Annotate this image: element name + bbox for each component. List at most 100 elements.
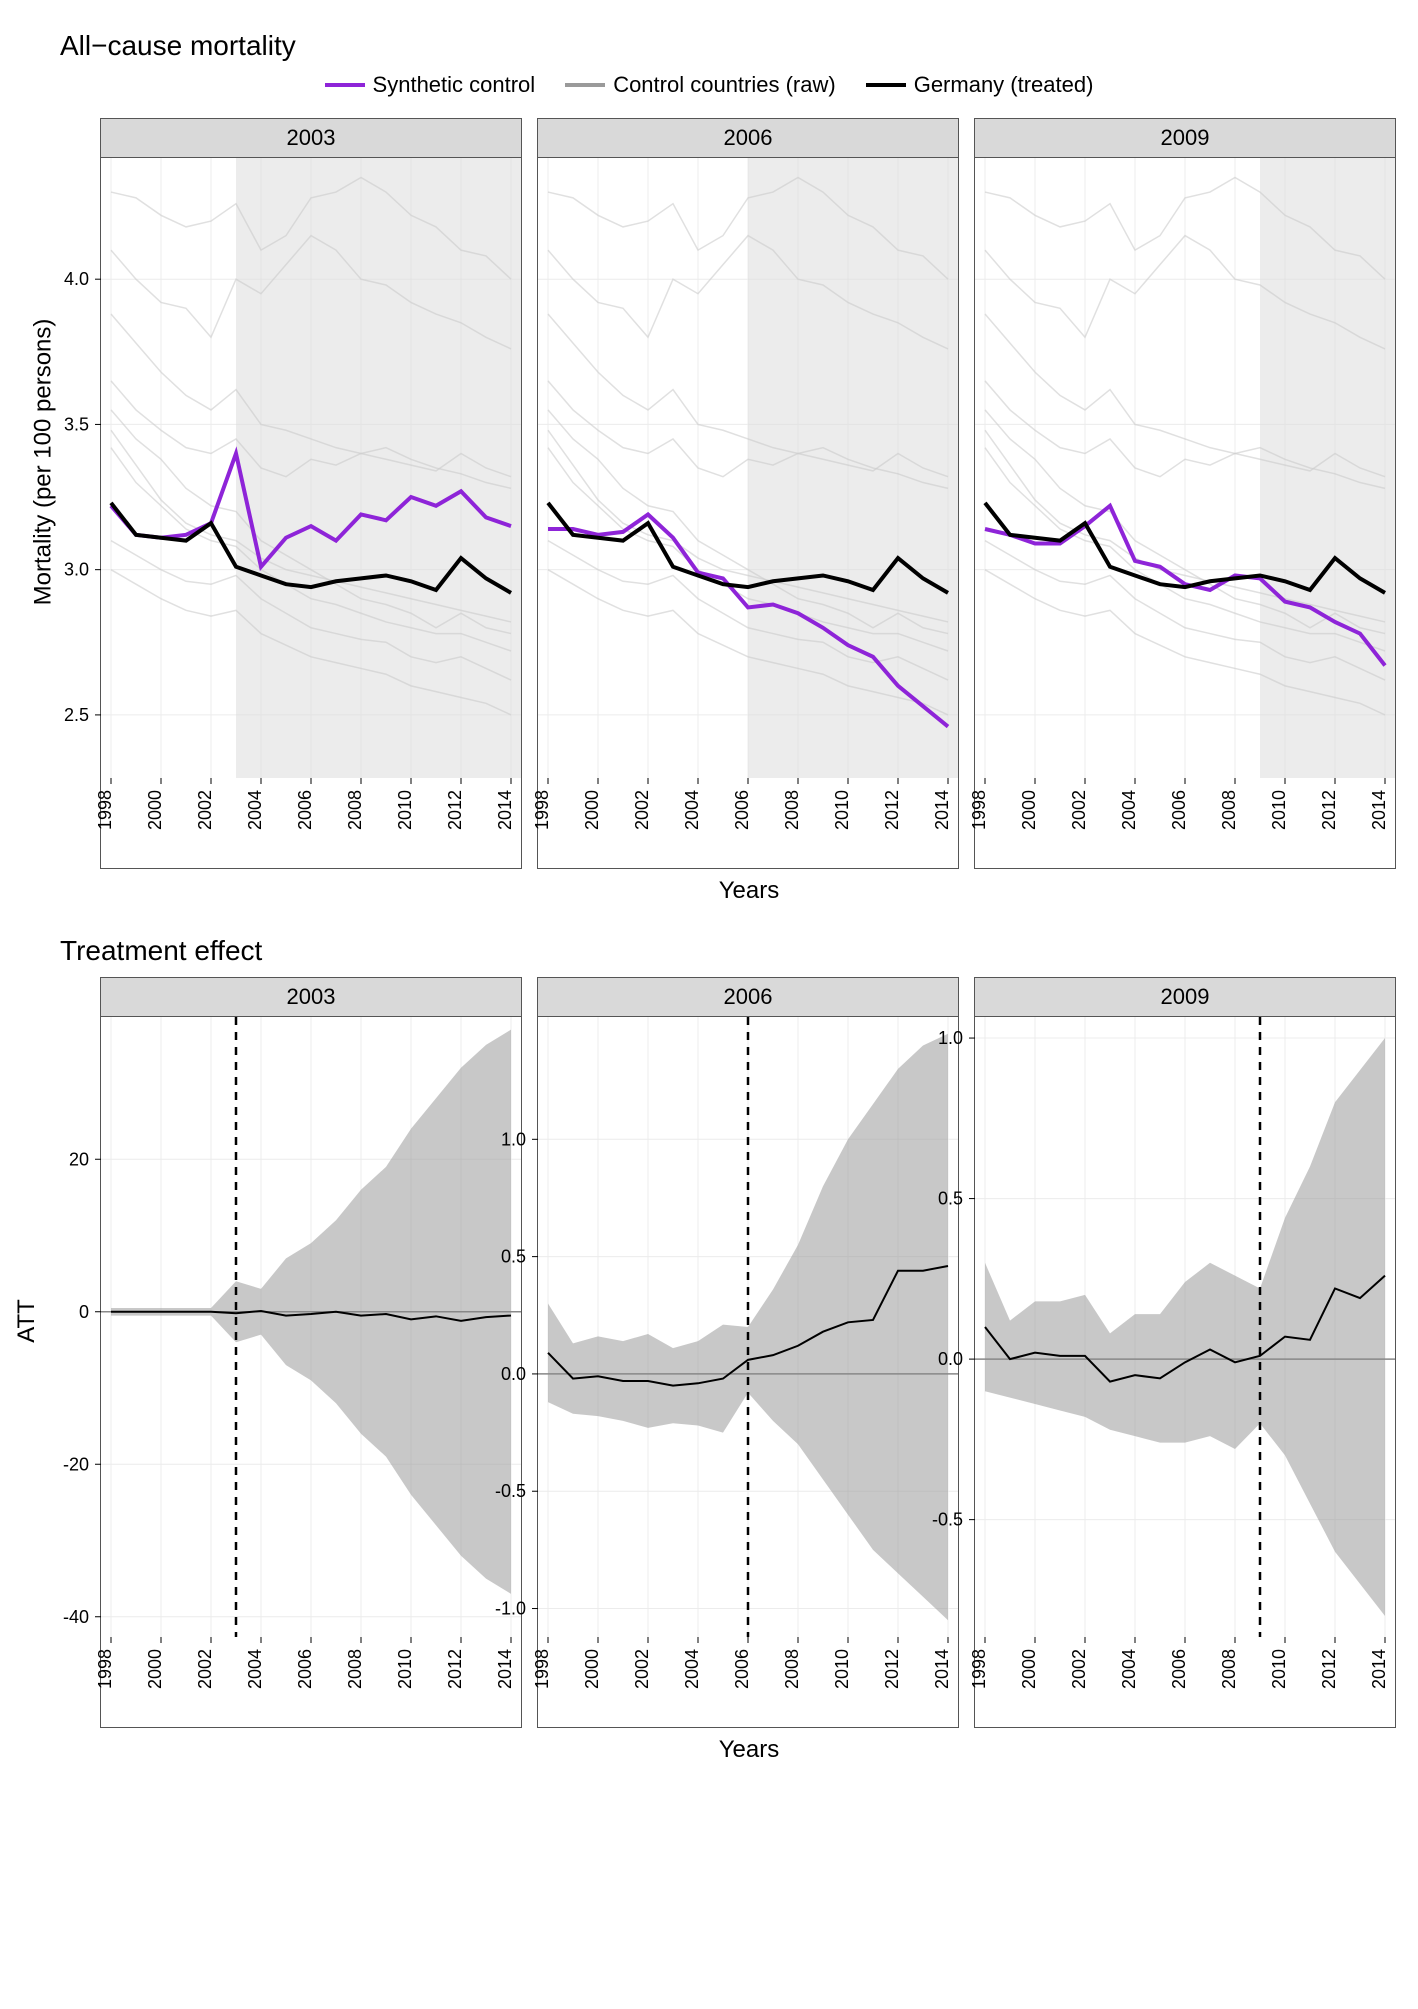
top-panel-svg: 2.53.03.54.01998200020022004200620082010… <box>101 158 521 868</box>
svg-text:2010: 2010 <box>832 1649 852 1689</box>
bottom-panel-svg: -1.0-0.50.00.51.019982000200220042006200… <box>538 1017 958 1727</box>
bottom-title: Treatment effect <box>60 935 1398 967</box>
bottom-panel: 2009-0.50.00.51.019982000200220042006200… <box>974 977 1396 1728</box>
svg-text:2002: 2002 <box>1069 790 1089 830</box>
top-title: All−cause mortality <box>60 30 1398 62</box>
panel-header: 2003 <box>101 978 521 1017</box>
svg-text:2004: 2004 <box>245 1649 265 1689</box>
svg-text:2004: 2004 <box>245 790 265 830</box>
svg-text:2008: 2008 <box>782 790 802 830</box>
panel-header: 2006 <box>538 978 958 1017</box>
svg-text:2010: 2010 <box>1269 1649 1289 1689</box>
svg-text:3.5: 3.5 <box>64 414 89 434</box>
svg-text:1998: 1998 <box>532 1649 552 1689</box>
svg-text:3.0: 3.0 <box>64 560 89 580</box>
svg-text:2010: 2010 <box>832 790 852 830</box>
svg-text:2012: 2012 <box>1319 1649 1339 1689</box>
svg-text:-20: -20 <box>63 1454 89 1474</box>
panel-header: 2006 <box>538 119 958 158</box>
svg-text:2010: 2010 <box>1269 790 1289 830</box>
top-y-label: Mortality (per 100 persons) <box>29 319 57 606</box>
svg-text:-40: -40 <box>63 1607 89 1627</box>
svg-text:2004: 2004 <box>1119 1649 1139 1689</box>
svg-text:4.0: 4.0 <box>64 269 89 289</box>
top-panel-svg: 199820002002200420062008201020122014 <box>538 158 958 868</box>
legend-label: Germany (treated) <box>914 72 1094 98</box>
svg-text:2006: 2006 <box>295 1649 315 1689</box>
svg-text:2008: 2008 <box>345 1649 365 1689</box>
legend-label: Synthetic control <box>373 72 536 98</box>
legend-swatch <box>565 83 605 87</box>
svg-text:-0.5: -0.5 <box>932 1510 963 1530</box>
svg-text:2000: 2000 <box>582 1649 602 1689</box>
svg-text:0.0: 0.0 <box>938 1349 963 1369</box>
svg-text:2006: 2006 <box>732 790 752 830</box>
svg-text:1.0: 1.0 <box>938 1028 963 1048</box>
svg-text:20: 20 <box>69 1149 89 1169</box>
svg-text:1.0: 1.0 <box>501 1129 526 1149</box>
svg-text:2004: 2004 <box>1119 790 1139 830</box>
svg-text:-0.5: -0.5 <box>495 1481 526 1501</box>
svg-text:-1.0: -1.0 <box>495 1599 526 1619</box>
svg-text:1998: 1998 <box>969 790 989 830</box>
svg-text:2014: 2014 <box>495 1649 515 1689</box>
svg-text:1998: 1998 <box>95 790 115 830</box>
svg-text:2004: 2004 <box>682 1649 702 1689</box>
legend-swatch <box>325 83 365 87</box>
top-panels-wrap: Mortality (per 100 persons) 2003 2.5 3.0 3.… <box>20 118 1398 869</box>
svg-text:2012: 2012 <box>882 1649 902 1689</box>
svg-text:2008: 2008 <box>1219 790 1239 830</box>
svg-text:2006: 2006 <box>295 790 315 830</box>
svg-text:0.5: 0.5 <box>938 1189 963 1209</box>
svg-text:2014: 2014 <box>1369 790 1389 830</box>
top-panel-svg: 199820002002200420062008201020122014 <box>975 158 1395 868</box>
bottom-panel-svg: -0.50.00.51.0199820002002200420062008201… <box>975 1017 1395 1727</box>
svg-text:2002: 2002 <box>632 790 652 830</box>
svg-text:2002: 2002 <box>632 1649 652 1689</box>
bottom-panel: 2006-1.0-0.50.00.51.01998200020022004200… <box>537 977 959 1728</box>
svg-text:2014: 2014 <box>932 790 952 830</box>
legend-item-synthetic: Synthetic control <box>325 72 536 98</box>
top-panels-row: 20032.53.03.54.0199820002002200420062008… <box>100 118 1398 869</box>
svg-text:2012: 2012 <box>882 790 902 830</box>
svg-text:2002: 2002 <box>195 790 215 830</box>
svg-text:2008: 2008 <box>782 1649 802 1689</box>
svg-text:2014: 2014 <box>495 790 515 830</box>
top-x-label: Years <box>100 877 1398 905</box>
bottom-panels-wrap: ATT 2003-40-2002019982000200220042006200… <box>20 977 1398 1728</box>
panel-header: 2009 <box>975 978 1395 1017</box>
bottom-y-label: ATT <box>13 1299 41 1343</box>
svg-text:1998: 1998 <box>532 790 552 830</box>
legend-swatch <box>866 83 906 87</box>
svg-text:2012: 2012 <box>445 1649 465 1689</box>
svg-text:2012: 2012 <box>445 790 465 830</box>
top-panel: 2006199820002002200420062008201020122014 <box>537 118 959 869</box>
svg-text:1998: 1998 <box>95 1649 115 1689</box>
svg-text:2002: 2002 <box>195 1649 215 1689</box>
svg-text:2014: 2014 <box>1369 1649 1389 1689</box>
legend: Synthetic control Control countries (raw… <box>20 72 1398 98</box>
svg-text:2006: 2006 <box>1169 1649 1189 1689</box>
svg-text:2000: 2000 <box>582 790 602 830</box>
legend-item-controls: Control countries (raw) <box>565 72 836 98</box>
svg-text:2010: 2010 <box>395 790 415 830</box>
svg-text:2000: 2000 <box>1019 790 1039 830</box>
svg-text:0.0: 0.0 <box>501 1364 526 1384</box>
panel-header: 2009 <box>975 119 1395 158</box>
svg-text:2006: 2006 <box>732 1649 752 1689</box>
svg-text:0.5: 0.5 <box>501 1247 526 1267</box>
svg-text:2012: 2012 <box>1319 790 1339 830</box>
top-panel: 20032.53.03.54.0199820002002200420062008… <box>100 118 522 869</box>
panel-header: 2003 <box>101 119 521 158</box>
svg-text:1998: 1998 <box>969 1649 989 1689</box>
svg-text:2.5: 2.5 <box>64 705 89 725</box>
svg-text:2010: 2010 <box>395 1649 415 1689</box>
svg-text:2000: 2000 <box>145 790 165 830</box>
svg-text:2000: 2000 <box>145 1649 165 1689</box>
svg-text:2002: 2002 <box>1069 1649 1089 1689</box>
bottom-panel-svg: -40-200201998200020022004200620082010201… <box>101 1017 521 1727</box>
figure: All−cause mortality Synthetic control Co… <box>20 30 1398 1764</box>
svg-text:2014: 2014 <box>932 1649 952 1689</box>
bottom-x-label: Years <box>100 1736 1398 1764</box>
svg-text:2008: 2008 <box>345 790 365 830</box>
